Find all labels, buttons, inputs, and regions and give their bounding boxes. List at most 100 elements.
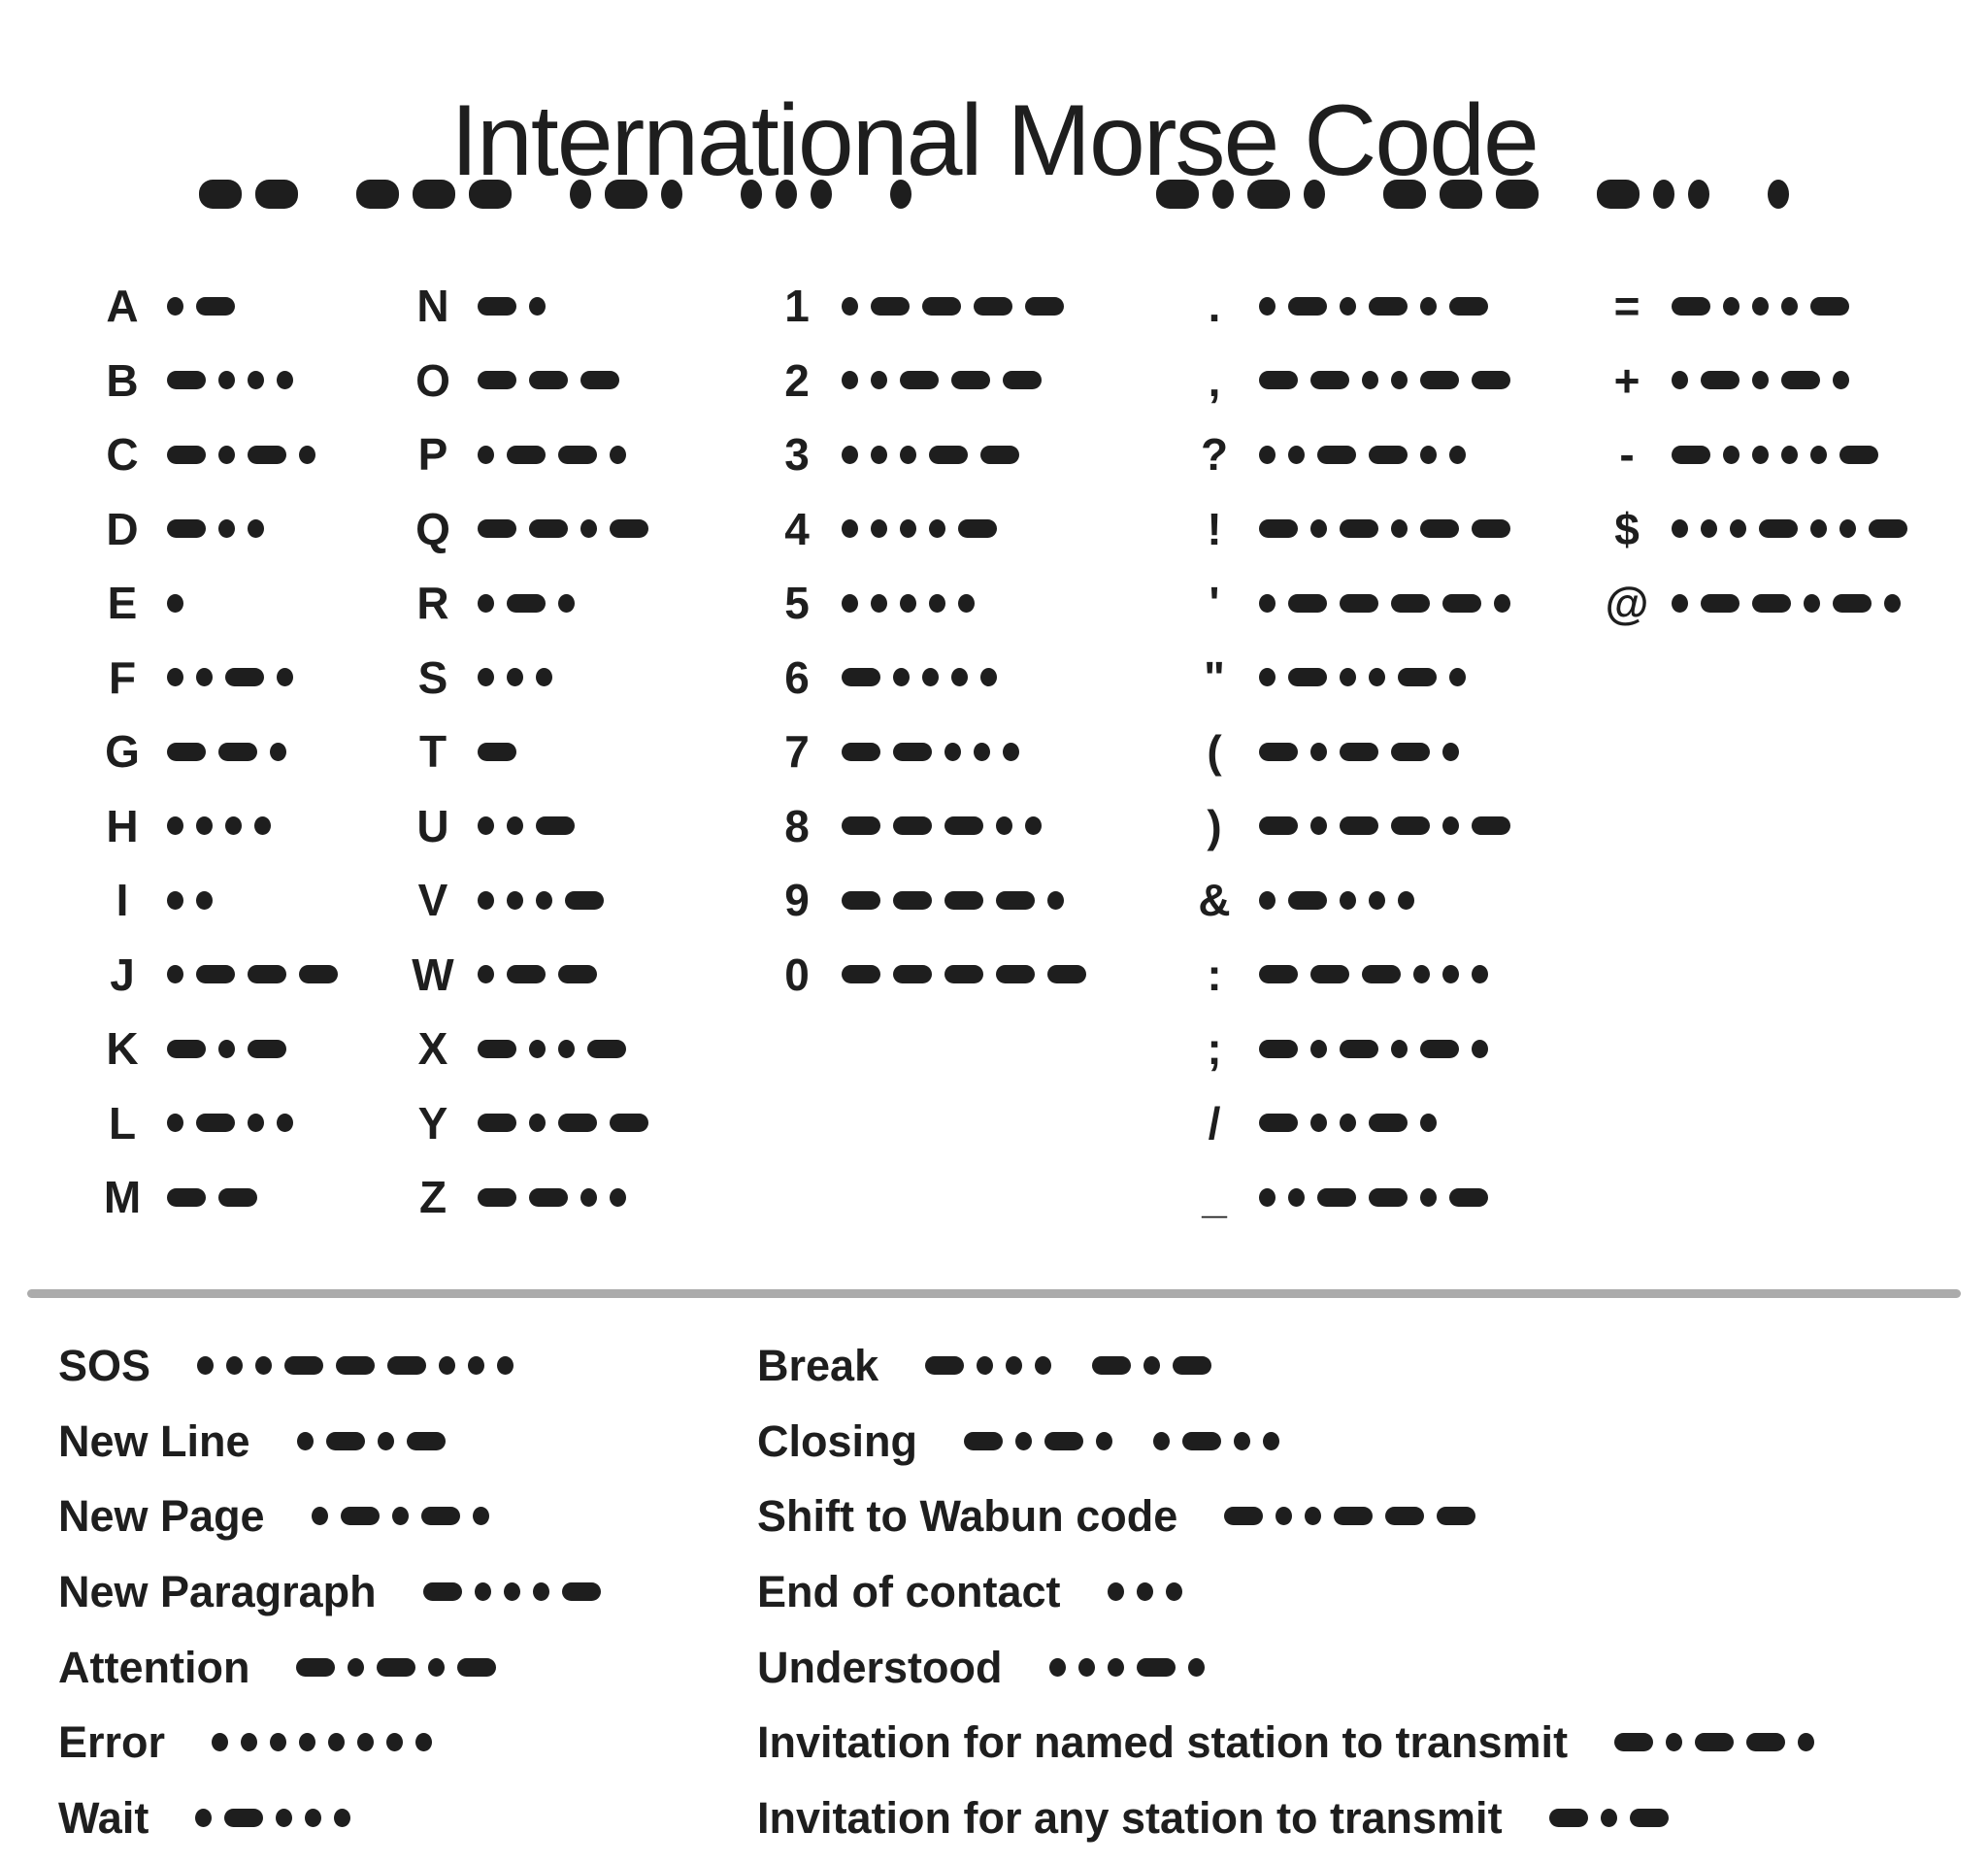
morse-dash — [356, 180, 399, 209]
morse-dot — [196, 890, 213, 910]
morse-dash — [1385, 1507, 1425, 1526]
morse-dot — [386, 1733, 404, 1752]
morse-code — [1224, 1507, 1476, 1526]
prosign-row: Understood — [757, 1629, 1814, 1705]
char-label: 4 — [784, 503, 810, 554]
char-label: ( — [1207, 726, 1222, 778]
code-row: A — [78, 269, 338, 344]
morse-code — [964, 1431, 1279, 1450]
prosign-label: New Line — [58, 1415, 250, 1466]
code-row: 3 — [752, 417, 1086, 492]
prosign-label: New Page — [58, 1491, 265, 1542]
morse-dash — [529, 1187, 568, 1207]
morse-dash — [1548, 1808, 1588, 1827]
morse-dot — [893, 668, 910, 687]
morse-dash — [413, 180, 455, 209]
morse-dot — [1077, 1657, 1095, 1677]
morse-dot — [1259, 1187, 1276, 1207]
morse-dot — [890, 180, 911, 209]
morse-dash — [1259, 965, 1298, 984]
morse-code — [167, 1114, 293, 1133]
prosign-row: New Page — [58, 1479, 601, 1554]
morse-dot — [536, 668, 552, 687]
morse-dot — [1310, 519, 1327, 539]
morse-code — [167, 742, 286, 761]
morse-code — [167, 445, 315, 464]
morse-code — [478, 519, 648, 539]
prosign-row: Error — [58, 1705, 601, 1781]
morse-dot — [1136, 1582, 1153, 1602]
prosign-row: End of contact — [757, 1554, 1814, 1630]
morse-dash — [167, 519, 206, 539]
morse-dash — [336, 1356, 376, 1376]
morse-dash — [900, 371, 939, 390]
morse-dot — [811, 180, 832, 209]
char-label: L — [108, 1097, 137, 1148]
morse-code — [167, 890, 213, 910]
morse-dash — [536, 816, 575, 836]
morse-dot — [842, 519, 858, 539]
code-row: 8 — [752, 789, 1086, 864]
morse-dash — [1182, 1431, 1221, 1450]
code-row: & — [1170, 863, 1510, 938]
morse-dash — [422, 1582, 462, 1602]
morse-code — [167, 965, 338, 984]
morse-code — [1107, 1582, 1182, 1602]
code-row: W — [388, 938, 648, 1013]
morse-dot — [929, 593, 945, 613]
morse-dot — [1288, 1187, 1305, 1207]
morse-dash — [507, 593, 546, 613]
morse-dot — [196, 816, 213, 836]
morse-dash — [893, 965, 932, 984]
code-row: F — [78, 641, 338, 716]
morse-dot — [1259, 593, 1276, 613]
morse-dot — [1672, 371, 1688, 390]
morse-dash — [1695, 1733, 1735, 1752]
morse-dot — [842, 445, 858, 464]
morse-dot — [1035, 1356, 1052, 1376]
morse-dot — [558, 1039, 575, 1058]
morse-dot — [958, 593, 975, 613]
morse-code — [167, 668, 293, 687]
morse-dot — [478, 816, 494, 836]
prosign-label: SOS — [58, 1341, 151, 1391]
prosign-label: Invitation for any station to transmit — [757, 1792, 1503, 1843]
char-label: Q — [415, 503, 450, 554]
morse-dot — [167, 668, 183, 687]
morse-code — [478, 1114, 648, 1133]
code-row: 5 — [752, 566, 1086, 641]
morse-dash — [925, 1356, 965, 1376]
prosign-row: Invitation for named station to transmit — [757, 1705, 1815, 1781]
morse-code — [167, 816, 271, 836]
morse-dot — [1688, 180, 1709, 209]
morse-dash — [1383, 180, 1426, 209]
morse-dash — [1224, 1507, 1264, 1526]
morse-dash — [1362, 965, 1401, 984]
morse-dash — [1317, 1187, 1356, 1207]
morse-dot — [428, 1657, 446, 1677]
morse-dot — [580, 519, 597, 539]
morse-dot — [167, 296, 183, 316]
morse-dash — [1369, 445, 1408, 464]
char-label: O — [415, 354, 450, 406]
morse-dash — [196, 965, 235, 984]
morse-dot — [1752, 445, 1769, 464]
morse-dash — [199, 180, 242, 209]
char-label: ) — [1207, 800, 1222, 851]
morse-dot — [871, 519, 887, 539]
morse-dot — [1884, 593, 1901, 613]
morse-dash — [561, 1582, 601, 1602]
morse-dash — [478, 1039, 516, 1058]
char-label: K — [106, 1023, 139, 1075]
morse-code — [842, 742, 1019, 761]
morse-dot — [415, 1733, 433, 1752]
morse-dash — [1340, 1039, 1378, 1058]
char-label: 2 — [784, 354, 810, 406]
code-row: T — [388, 715, 648, 789]
morse-dot — [296, 1431, 314, 1450]
morse-dot — [167, 965, 183, 984]
morse-dot — [1600, 1808, 1617, 1827]
morse-dot — [1107, 1582, 1124, 1602]
morse-dot — [944, 742, 961, 761]
morse-dot — [1304, 180, 1325, 209]
